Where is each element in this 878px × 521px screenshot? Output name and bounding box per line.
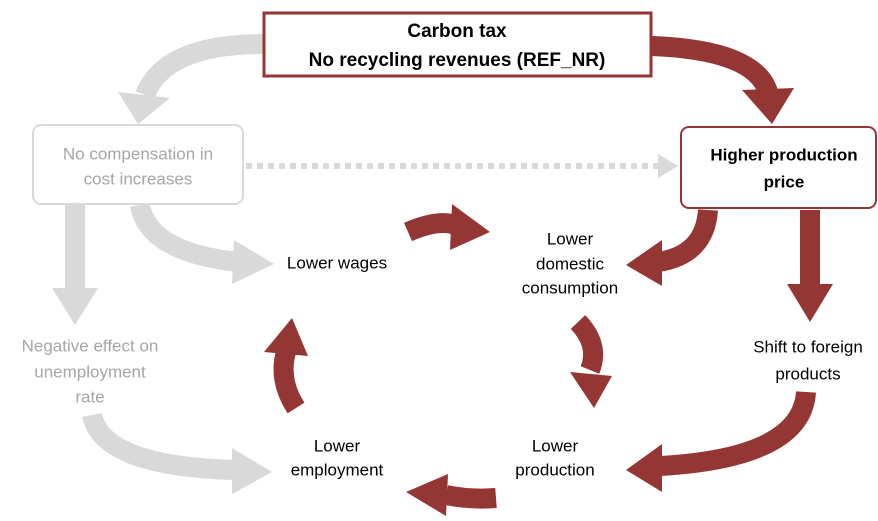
arrow [659,390,816,476]
node-text: production [515,460,594,479]
arrow-head [406,474,448,516]
arrow [130,202,240,272]
higher-price-box [680,126,877,209]
arrow-head [658,154,678,178]
arrow [403,213,463,242]
node-text: Lower [547,229,594,248]
arrow-head [570,372,612,408]
arrow-head [232,240,274,284]
node-text: products [775,364,840,383]
node-text: rate [75,387,104,406]
node-text: employment [291,460,384,479]
node-text: consumption [522,278,618,297]
node-text: cost increases [84,169,193,188]
node-text: Shift to foreign [753,337,863,356]
node-text: Negative effect on [22,336,159,355]
arrow-head [626,240,662,286]
arrow-head [626,444,662,492]
arrow [656,208,718,272]
arrow-head [450,204,490,250]
arrows [52,34,833,516]
node-text: Higher production [710,145,857,164]
node-text: Lower [314,436,361,455]
arrow [135,34,264,100]
arrow [82,412,235,480]
node-text: price [764,172,805,191]
node-text: domestic [536,254,605,273]
node-text: Carbon tax [407,21,507,42]
node-text: No recycling revenues (REF_NR) [309,50,606,71]
arrow-head [232,448,272,494]
node-text: No compensation in [63,144,213,163]
arrow-head [787,284,833,322]
arrow [273,349,305,414]
carbon-tax-box [262,11,653,78]
node-text: Lower wages [287,253,387,272]
arrow-head [264,318,308,356]
node-text: Lower [532,436,579,455]
arrow [570,315,603,374]
arrow [651,36,778,96]
no-compensation-box [32,124,244,205]
arrow-head [742,88,794,124]
arrow-head [118,92,170,124]
node-text: unemployment [34,362,146,381]
arrow-head [52,288,98,325]
arrow [443,485,497,509]
